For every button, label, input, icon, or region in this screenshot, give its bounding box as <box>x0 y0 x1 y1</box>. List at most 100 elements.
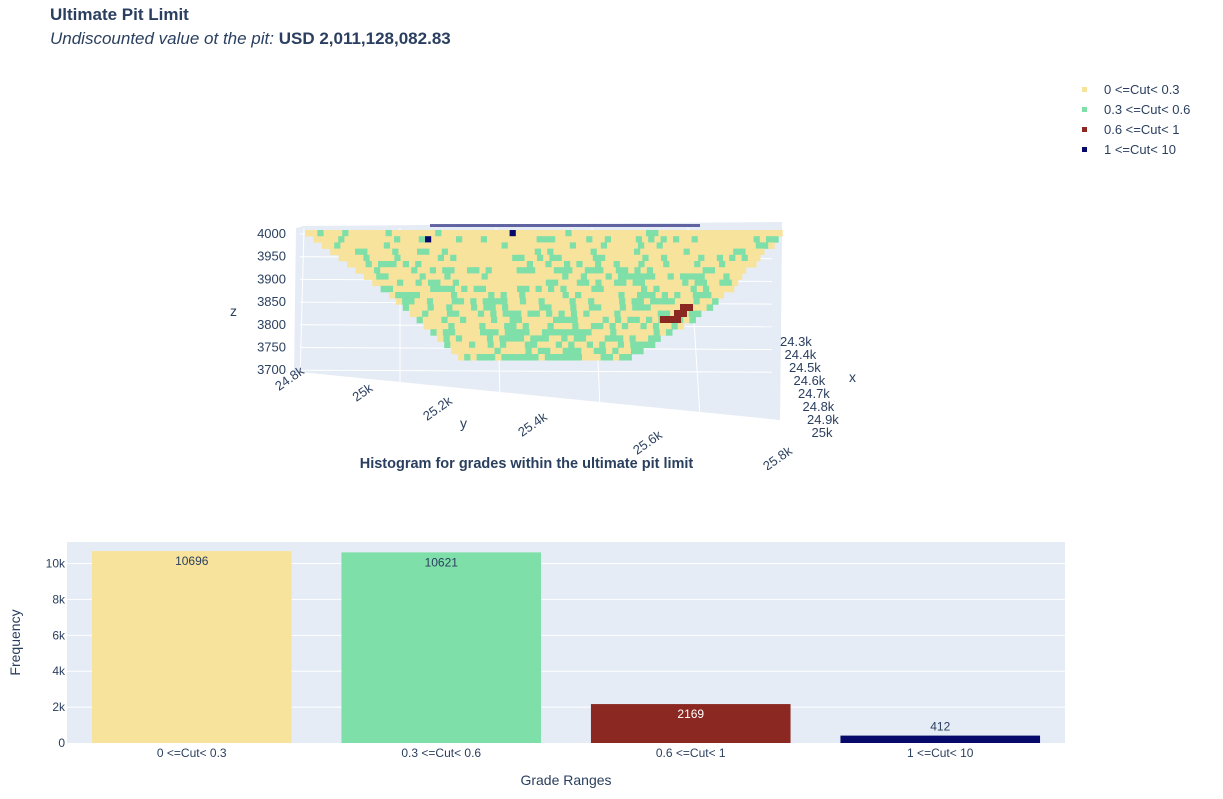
pit-block <box>630 273 637 280</box>
legend-item[interactable]: 0.3 <=Cut< 0.6 <box>1078 99 1190 119</box>
pit-block <box>620 279 627 287</box>
pit-block <box>584 316 591 324</box>
scene-gridline <box>299 227 305 381</box>
pit-block <box>479 267 486 274</box>
histogram-bar[interactable] <box>840 735 1041 743</box>
pit-block <box>472 316 479 324</box>
pit-block <box>608 310 615 318</box>
pit-block <box>401 292 408 299</box>
pit-block <box>536 335 543 342</box>
pit-block <box>619 242 626 249</box>
pit-block <box>552 310 559 318</box>
pit-block <box>646 323 654 330</box>
pit-block <box>404 230 411 237</box>
pit-block <box>597 323 604 330</box>
pit-block <box>727 267 734 274</box>
pit-block <box>659 267 666 274</box>
pit-block <box>675 242 682 249</box>
pit-block <box>576 242 583 249</box>
pit-block <box>576 261 583 268</box>
pit-block <box>608 230 616 237</box>
pit-block <box>668 298 676 305</box>
pit-block <box>459 310 466 318</box>
pit-block <box>611 273 619 280</box>
subtitle-label: Undiscounted value ot the pit: <box>50 29 279 48</box>
pit-block <box>513 354 521 361</box>
pit-block <box>615 230 622 237</box>
pit-block <box>660 236 668 243</box>
pit-block <box>749 242 757 249</box>
pit-block <box>604 329 611 336</box>
histogram-bar[interactable] <box>590 704 791 743</box>
pit-block <box>735 236 742 243</box>
pit-block <box>429 323 437 330</box>
pit-block <box>410 230 417 237</box>
pit-block <box>642 341 650 349</box>
legend-item[interactable]: 0.6 <=Cut< 1 <box>1078 119 1190 139</box>
pit-block <box>447 316 455 324</box>
pit-block <box>578 323 585 330</box>
pit-block <box>669 304 676 311</box>
pit-block <box>617 254 625 262</box>
histogram-bar[interactable] <box>341 552 542 743</box>
x-tick-label: 24.8k <box>803 399 835 414</box>
legend-item[interactable]: 1 <=Cut< 10 <box>1078 139 1190 159</box>
pit-block <box>499 254 507 262</box>
pit-block <box>599 273 606 280</box>
pit-block <box>526 298 533 305</box>
y-tick-label: 10k <box>46 557 66 571</box>
pit-block <box>641 285 648 293</box>
pit-block-high <box>680 304 687 311</box>
pit-block <box>519 292 526 299</box>
pit-block <box>562 347 570 355</box>
histogram-bar[interactable] <box>91 551 292 743</box>
pit-3d-scatter[interactable]: 4000 3950 3900 3850 3800 3750 3700 z 24.8k 25k 25.… <box>0 0 1223 470</box>
pit-block <box>474 236 482 243</box>
pit-block <box>543 341 550 349</box>
pit-block <box>650 242 657 249</box>
pit-block <box>397 279 404 287</box>
pit-block <box>440 304 447 311</box>
pit-block <box>551 354 558 361</box>
pit-block <box>632 261 639 268</box>
pit-block <box>724 242 732 249</box>
pit-block <box>431 236 438 243</box>
pit-block <box>541 323 548 330</box>
pit-block <box>472 230 479 237</box>
pit-block <box>634 323 641 330</box>
pit-block <box>474 335 481 342</box>
pit-block <box>695 230 703 237</box>
pit-block <box>545 304 552 311</box>
pit-block <box>582 304 590 311</box>
pit-block <box>550 347 557 355</box>
x-tick-label: 24.4k <box>785 347 817 362</box>
pit-block <box>714 248 722 256</box>
pit-block <box>722 236 730 243</box>
pit-block <box>534 230 541 237</box>
pit-block <box>619 304 627 311</box>
pit-block <box>491 230 498 237</box>
pit-block <box>739 267 747 274</box>
pit-block <box>463 273 470 280</box>
pit-block <box>442 323 449 330</box>
pit-block <box>601 310 609 318</box>
pit-block <box>639 310 646 318</box>
pit-block <box>663 310 671 318</box>
pit-block <box>564 279 571 287</box>
histogram-xlabel: Grade Ranges <box>520 772 611 788</box>
pit-block <box>690 267 697 274</box>
pit-block <box>513 298 521 305</box>
pit-block <box>407 273 414 280</box>
pit-block <box>751 248 759 256</box>
pit-block <box>692 254 699 262</box>
pit-block <box>487 236 494 243</box>
pit-block <box>535 323 542 330</box>
pit-block <box>513 292 520 299</box>
pit-block <box>565 248 573 256</box>
pit-block <box>681 261 689 268</box>
pit-block <box>497 248 505 256</box>
pit-block <box>666 329 673 336</box>
pit-block <box>503 248 511 256</box>
pit-block <box>632 304 639 311</box>
legend-item[interactable]: 0 <=Cut< 0.3 <box>1078 79 1190 99</box>
